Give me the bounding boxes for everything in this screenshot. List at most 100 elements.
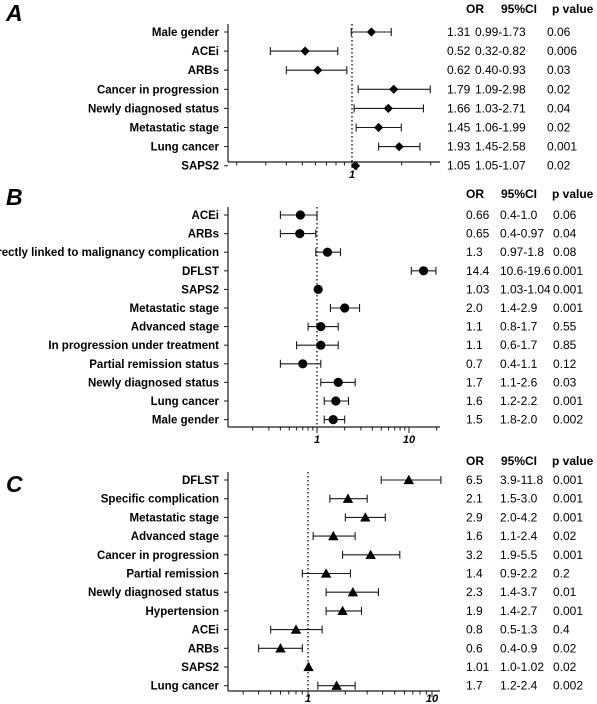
panel-c-point [290,624,302,634]
panel-c-tick-label-1: 1 [305,693,311,704]
panel-c-cell-p: 0.2 [553,567,570,581]
panel-b-cell-or: 0.66 [466,208,490,222]
panel-c-cell-ci: 1.5-3.0 [500,492,538,506]
panel-c-label: C [6,471,23,497]
panel-b-cell-p: 0.001 [553,301,583,315]
panel-b-cell-ci: 0.8-1.7 [500,320,538,334]
panel-c-cell-ci: 0.5-1.3 [500,623,538,637]
panel-a-row-label: SAPS2 [181,161,219,173]
panel-b-point [295,210,305,220]
panel-b-row-label: Lung cancer [151,396,220,408]
panel-b-row-label: In progression under treatment [48,340,219,352]
panel-b-cell-p: 0.001 [553,264,583,278]
panel-b-row-label: Partial remission status [89,359,219,371]
panel-c-cell-or: 1.6 [466,529,483,543]
panel-b-row-label: ACEi [192,210,219,222]
panel-c-cell-p: 0.001 [553,473,583,487]
panel-a-cell-or: 0.52 [447,44,471,58]
panel-b-cell-or: 1.6 [466,394,483,408]
panel-c-cell-ci: 2.0-4.2 [500,510,538,524]
panel-b-row-label: Metastatic stage [130,303,219,315]
panel-a-cell-or: 1.93 [447,140,471,154]
panel-c-header-1: 95%CI [501,454,537,468]
panel-a-cell-ci: 1.45-2.58 [475,140,526,154]
panel-b-point [316,340,326,350]
panel-b-header-2: p value [552,187,594,201]
panel-a-row-label: Newly diagnosed status [88,103,219,115]
panel-a-point [394,142,404,152]
panel-b-row-label: SAPS2 [181,284,219,296]
panel-c-cell-p: 0.001 [553,510,583,524]
panel-b-cell-ci: 0.4-1.1 [500,357,538,371]
panel-c-cell-p: 0.4 [553,623,570,637]
panel-c-cell-p: 0.02 [553,660,577,674]
panel-b-point [340,303,350,313]
panel-c-cell-p: 0.001 [553,548,583,562]
panel-c-point [320,568,332,578]
panel-b-point [298,359,308,369]
panel-a-cell-or: 1.45 [447,121,471,135]
panel-a-point [300,46,310,56]
panel-b-point [295,229,305,239]
panel-b-point [331,396,341,406]
panel-a-cell-p: 0.03 [547,63,571,77]
panel-a-cell-p: 0.02 [547,159,571,173]
panel-c-point [331,680,342,690]
panel-c-point [403,474,415,485]
panel-a-cell-or: 1.66 [447,101,471,115]
panel-a-header-2: p value [552,2,594,16]
panel-a-point [374,122,384,133]
panel-c-cell-ci: 1.4-3.7 [500,585,538,599]
panel-a-row-label: Lung cancer [151,142,220,154]
panel-b-point [313,284,323,294]
panel-a-row-label: ARBs [188,65,219,77]
panel-c-cell-or: 1.4 [466,567,483,581]
panel-a-cell-p: 0.02 [547,121,571,135]
panel-c-cell-or: 0.8 [466,623,483,637]
panel-a-cell-p: 0.001 [547,140,577,154]
panel-a-point [366,27,376,37]
panel-a-cell-p: 0.02 [547,82,571,96]
panel-b-point [418,266,429,276]
panel-b-cell-or: 1.3 [466,245,483,259]
panel-b-cell-p: 0.001 [553,394,583,408]
panel-b-label: B [6,184,23,210]
panel-a-cell-ci: 0.32-0.82 [475,44,526,58]
panel-c-tick-label-10: 10 [426,693,439,704]
panel-a-row-label: ACEi [192,46,219,58]
panel-a-cell-ci: 0.99-1.73 [475,25,526,39]
panel-c-cell-or: 1.01 [466,660,490,674]
panel-b-cell-p: 0.12 [553,357,577,371]
panel-c-row-label: ACEi [192,625,219,637]
panel-b-cell-p: 0.55 [553,320,577,334]
panel-a-point [389,84,399,94]
panel-c-cell-ci: 1.1-2.4 [500,529,538,543]
panel-a-cell-or: 1.79 [447,82,471,96]
panel-c-cell-or: 0.6 [466,641,483,655]
panel-b-cell-or: 0.65 [466,227,490,241]
panel-c-row-label: Hypertension [146,606,220,618]
panel-b-row-label: DFLST [182,266,219,278]
panel-b-cell-p: 0.002 [553,413,583,427]
panel-b-cell-ci: 0.4-1.0 [500,208,538,222]
panel-a-cell-ci: 1.09-2.98 [475,82,526,96]
panel-b-tick-label-1: 1 [314,434,320,446]
panel-a-cell-or: 0.62 [447,63,471,77]
panel-c-cell-ci: 1.4-2.7 [500,604,538,618]
panel-a-cell-p: 0.06 [547,25,571,39]
panel-b-cell-p: 0.85 [553,338,577,352]
panel-b-cell-p: 0.08 [553,245,577,259]
panel-c-cell-or: 1.7 [466,679,483,693]
panel-c-point [337,605,348,616]
panel-c-point [303,661,314,672]
panel-a-cell-ci: 1.06-1.99 [475,121,526,135]
panel-c-row-label: Partial remission [126,569,219,581]
panel-a-cell-or: 1.05 [447,159,471,173]
panel-a-cell-ci: 1.03-2.71 [475,101,526,115]
panel-c-point [347,587,359,597]
panel-c-cell-ci: 1.9-5.5 [500,548,538,562]
panel-c-header-2: p value [552,454,594,468]
panel-c-cell-or: 3.2 [466,548,483,562]
panel-a-point [383,103,393,113]
